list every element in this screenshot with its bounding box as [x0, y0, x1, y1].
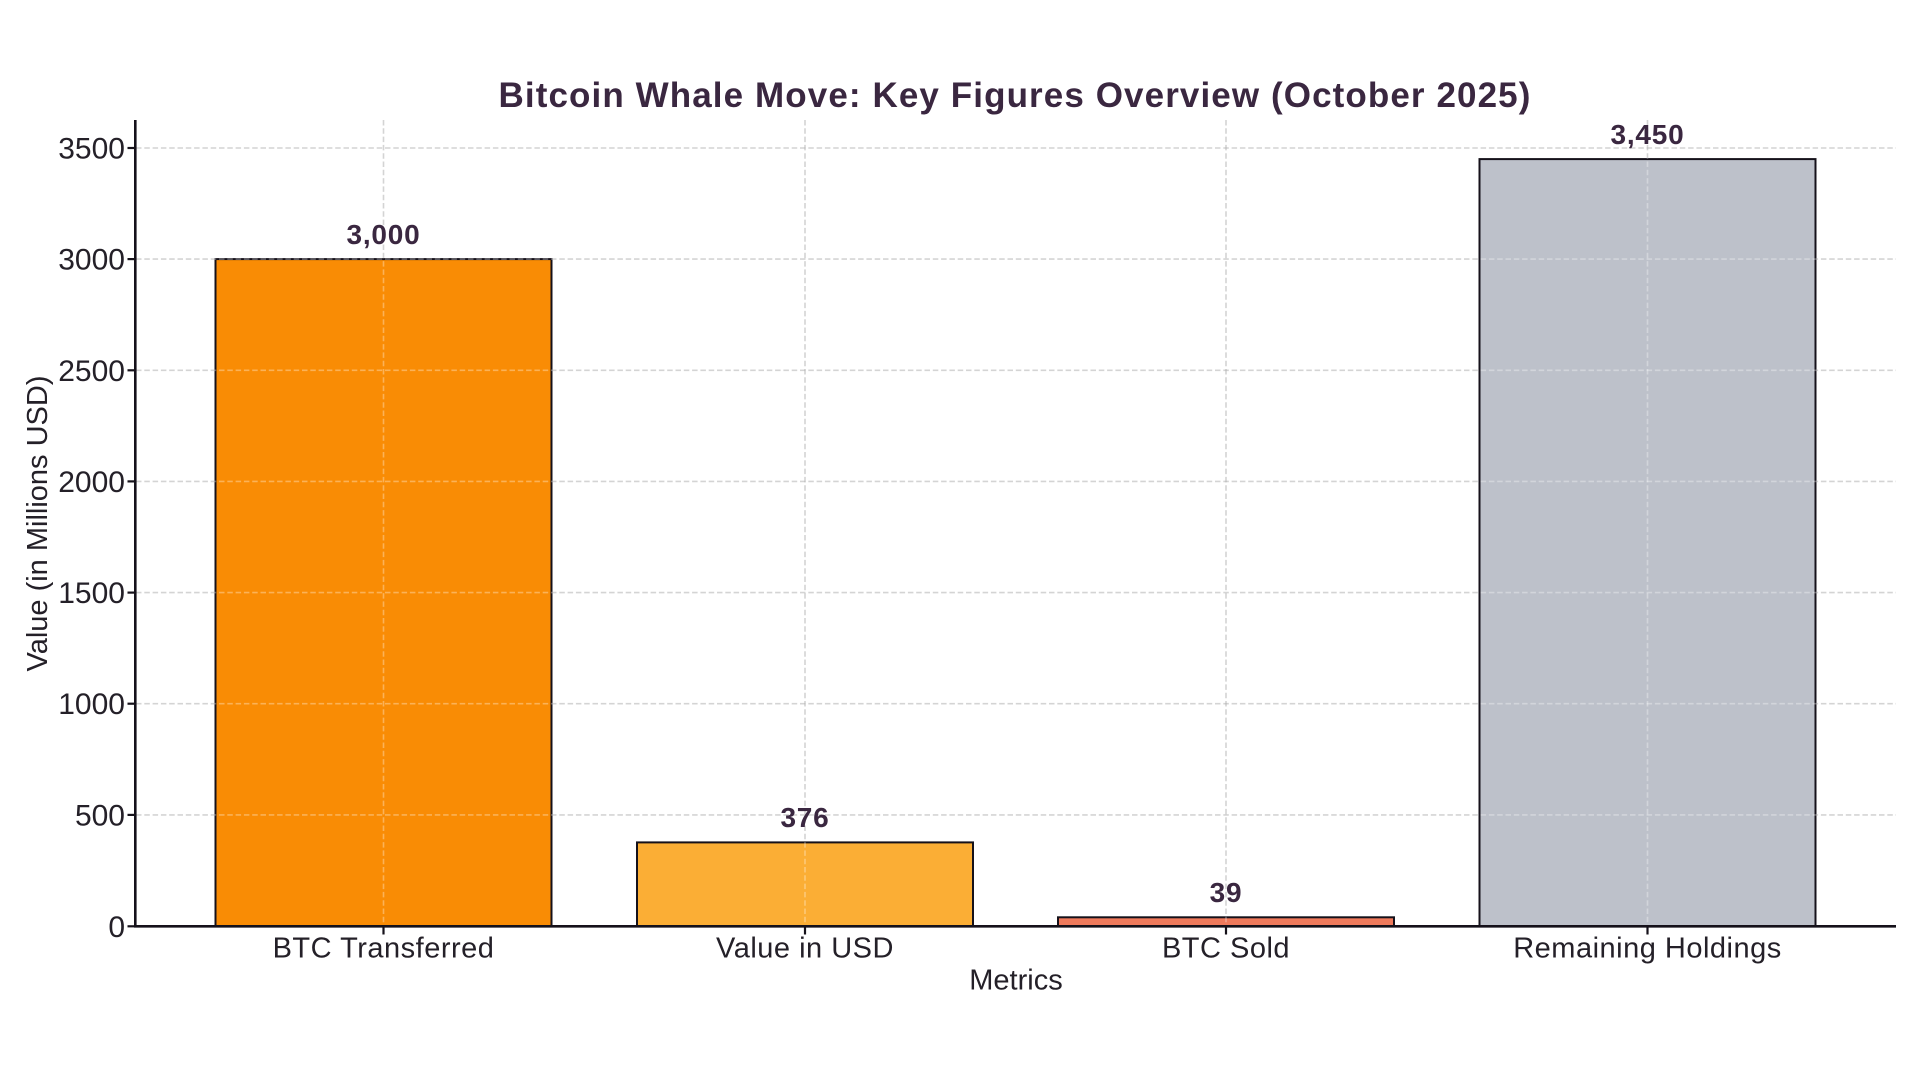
svg-text:1000: 1000	[58, 688, 125, 721]
svg-text:Metrics: Metrics	[969, 965, 1062, 997]
svg-text:3500: 3500	[58, 133, 125, 166]
svg-text:2000: 2000	[58, 466, 125, 499]
svg-text:1500: 1500	[58, 577, 125, 610]
svg-text:BTC Transferred: BTC Transferred	[273, 933, 495, 965]
svg-text:39: 39	[1210, 877, 1243, 908]
svg-text:3,000: 3,000	[346, 219, 420, 250]
svg-text:Bitcoin Whale Move: Key Figure: Bitcoin Whale Move: Key Figures Overview…	[499, 76, 1532, 115]
svg-text:Remaining Holdings: Remaining Holdings	[1513, 933, 1782, 965]
svg-text:Value (in Millions USD): Value (in Millions USD)	[22, 376, 54, 672]
svg-text:376: 376	[780, 802, 829, 833]
svg-text:BTC Sold: BTC Sold	[1162, 933, 1290, 965]
svg-text:2500: 2500	[58, 355, 125, 388]
svg-text:3000: 3000	[58, 244, 125, 277]
svg-text:500: 500	[75, 799, 125, 832]
svg-text:3,450: 3,450	[1610, 119, 1684, 150]
svg-text:Value in USD: Value in USD	[716, 933, 894, 965]
svg-text:0: 0	[108, 911, 125, 944]
